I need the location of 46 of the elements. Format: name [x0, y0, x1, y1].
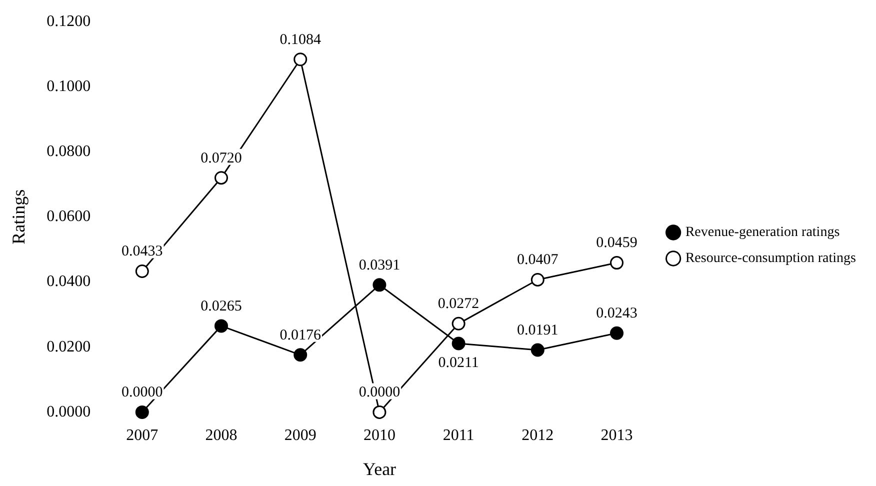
point — [452, 316, 466, 330]
point — [452, 336, 466, 350]
point — [372, 405, 386, 419]
legend-label: Revenue-generation ratings — [685, 225, 840, 240]
data-label: 0.0000 — [358, 384, 400, 401]
data-label: 0.0407 — [517, 252, 559, 268]
point — [530, 272, 544, 286]
data-label: 0.0211 — [438, 354, 479, 371]
point — [372, 278, 386, 292]
y-tick-label: 0.1200 — [46, 12, 91, 30]
point — [135, 264, 149, 278]
x-tick-label: 2011 — [442, 427, 474, 444]
point — [530, 343, 544, 357]
x-axis-title: Year — [362, 458, 396, 479]
x-tick-label: 2013 — [600, 427, 633, 444]
point — [610, 256, 624, 270]
y-tick-label: 0.0400 — [46, 273, 91, 290]
y-tick-label: 0.0800 — [46, 143, 91, 160]
x-tick-label: 2010 — [363, 427, 396, 444]
y-tick-label: 0.0200 — [46, 338, 91, 356]
y-tick-label: 0.0000 — [46, 403, 91, 420]
y-axis-title: Ratings — [8, 189, 29, 244]
data-label: 0.0720 — [200, 150, 242, 166]
data-label: 0.0391 — [358, 257, 400, 274]
point — [610, 326, 624, 340]
x-tick-label: 2012 — [522, 427, 554, 444]
x-tick-label: 2008 — [205, 427, 238, 444]
point — [214, 171, 228, 185]
data-label: 0.0272 — [438, 296, 480, 312]
y-tick-label: 0.1000 — [46, 78, 91, 95]
x-tick-label: 2009 — [284, 427, 316, 444]
data-label: 0.1084 — [280, 32, 322, 48]
y-tick-label: 0.0600 — [46, 208, 91, 226]
data-label: 0.0243 — [596, 306, 638, 322]
x-tick-label: 2007 — [126, 427, 158, 444]
point — [294, 348, 308, 362]
legend-label: Resource-consumption ratings — [685, 251, 856, 266]
point — [294, 52, 308, 66]
point — [214, 319, 228, 333]
point — [135, 405, 149, 419]
data-label: 0.0000 — [122, 384, 163, 401]
data-label: 0.0176 — [280, 327, 322, 344]
data-label: 0.0265 — [200, 298, 242, 314]
data-label: 0.0459 — [596, 235, 638, 252]
data-label: 0.0433 — [122, 244, 163, 260]
data-label: 0.0191 — [517, 322, 558, 338]
